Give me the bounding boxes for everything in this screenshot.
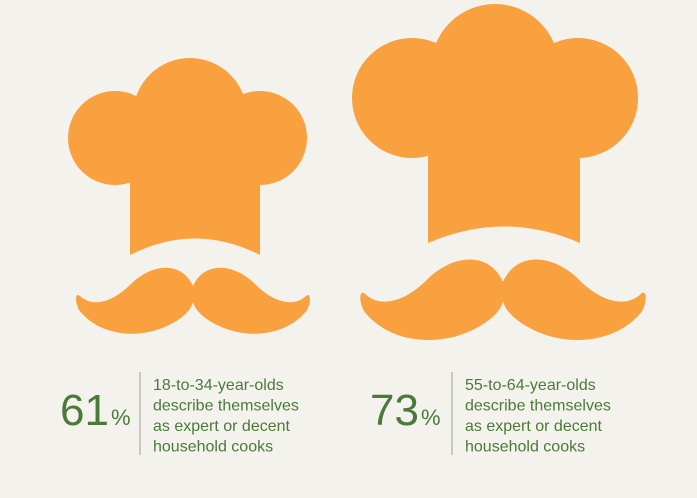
description-line: 55-to-64-year-olds [465, 377, 596, 394]
description-line: as expert or decent [465, 418, 603, 435]
description-line: describe themselves [465, 398, 611, 415]
description-line: household cooks [153, 439, 273, 456]
description-line: describe themselves [153, 398, 299, 415]
hat-body [428, 110, 580, 243]
chef-icon-left [68, 58, 307, 255]
description-line: as expert or decent [153, 418, 291, 435]
stat-unit: % [421, 405, 441, 430]
hat-body [130, 130, 260, 255]
description-line: household cooks [465, 439, 585, 456]
chef-icon-right [352, 4, 638, 243]
stat-number: 73 [370, 386, 419, 435]
description-line: 18-to-34-year-olds [153, 377, 284, 394]
stat-unit: % [111, 405, 131, 430]
stat-number: 61 [60, 386, 109, 435]
